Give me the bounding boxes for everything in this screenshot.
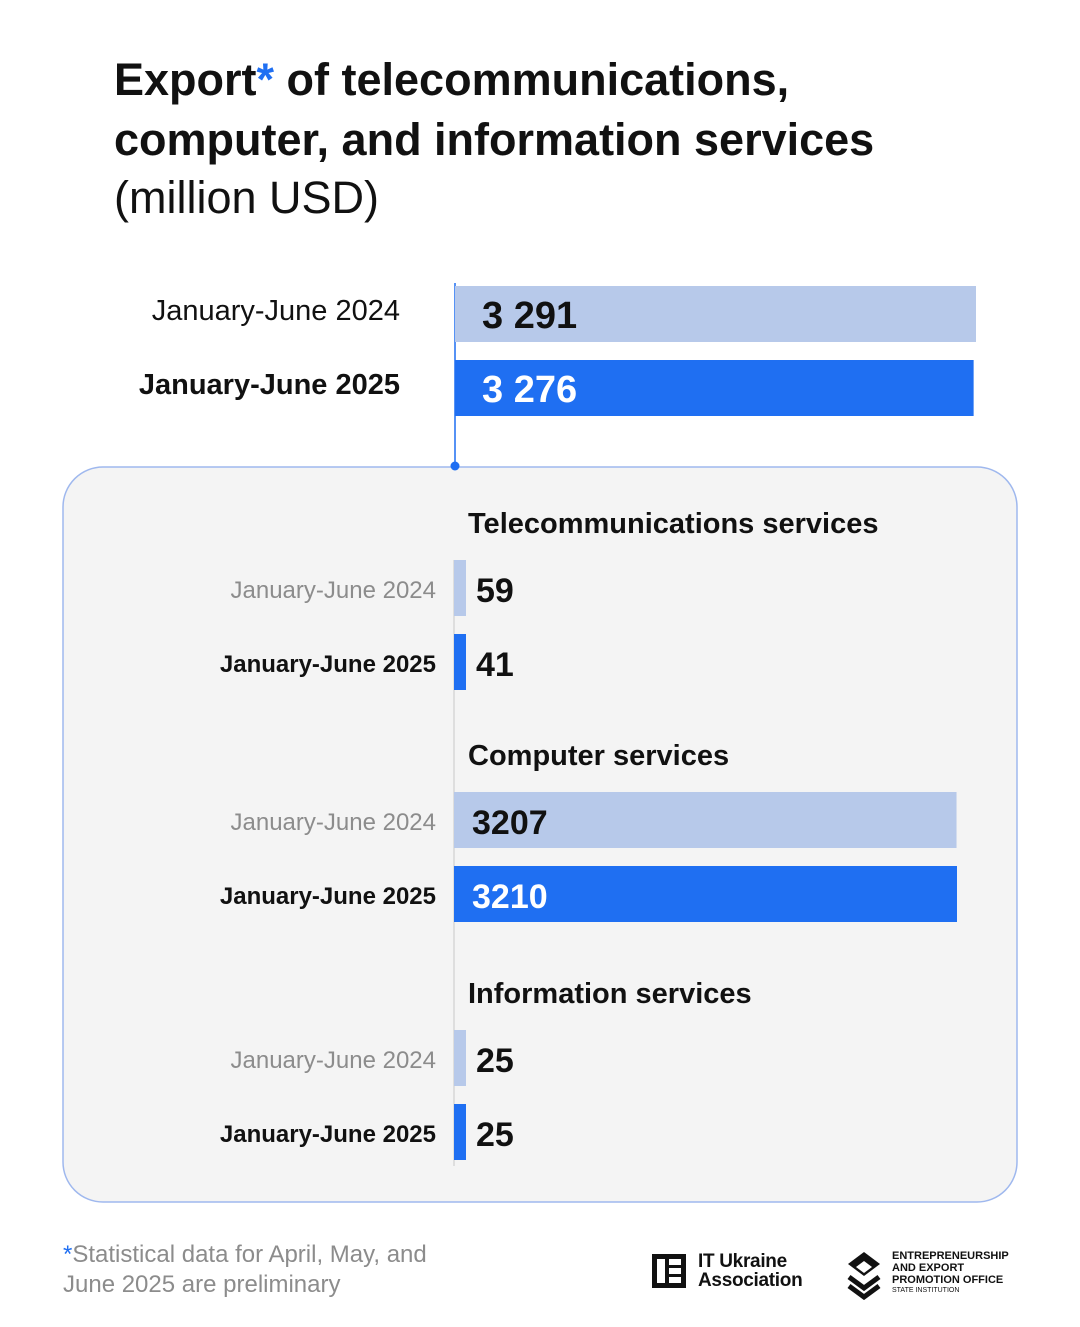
group-1-category-label-2025: January-June 2025 — [220, 883, 436, 910]
group-0-bar-2025 — [454, 634, 466, 690]
title-asterisk: * — [256, 54, 275, 105]
group-1-category-label-2024: January-June 2024 — [231, 809, 436, 836]
footnote-text: Statistical data for April, May, and Jun… — [63, 1241, 427, 1298]
title-part1: Export — [114, 54, 257, 105]
total-bar-2024 — [455, 286, 976, 342]
total-category-label-2024: January-June 2024 — [152, 295, 400, 327]
eepo-line4: STATE INSTITUTION — [892, 1287, 960, 1294]
total-category-label-2025: January-June 2025 — [139, 369, 400, 401]
group-0-bar-2024 — [454, 560, 466, 616]
total-value-label-2025: 3 276 — [482, 369, 577, 411]
chart-title: Export* of telecommunications, computer,… — [114, 50, 1014, 170]
group-0-category-label-2025: January-June 2025 — [220, 651, 436, 678]
axis-connector-dot — [450, 461, 460, 471]
group-2-value-label-2025: 25 — [476, 1116, 514, 1154]
group-2-value-label-2024: 25 — [476, 1042, 514, 1080]
group-title-2: Information services — [468, 978, 752, 1010]
eepo-logo: ENTREPRENEURSHIP AND EXPORT PROMOTION OF… — [846, 1250, 1009, 1305]
footnote-asterisk: * — [63, 1241, 73, 1268]
group-2-category-label-2024: January-June 2024 — [231, 1047, 436, 1074]
it-ukraine-logo: IT Ukraine Association — [652, 1251, 803, 1291]
title-part2: of telecommunications, computer, and inf… — [114, 54, 875, 165]
it-ukraine-line2: Association — [698, 1270, 803, 1291]
group-0-value-label-2024: 59 — [476, 572, 514, 610]
group-title-0: Telecommunications services — [468, 508, 878, 540]
eepo-logo-icon — [846, 1250, 882, 1305]
total-bar-2025 — [455, 360, 974, 416]
eepo-line1: ENTREPRENEURSHIP — [892, 1250, 1009, 1262]
group-2-category-label-2025: January-June 2025 — [220, 1121, 436, 1148]
footnote: *Statistical data for April, May, and Ju… — [63, 1240, 483, 1300]
group-1-value-label-2025: 3210 — [472, 878, 548, 916]
eepo-line2: AND EXPORT — [892, 1262, 965, 1274]
group-2-bar-2025 — [454, 1104, 466, 1160]
group-2-bar-2024 — [454, 1030, 466, 1086]
it-ukraine-line1: IT Ukraine — [698, 1251, 787, 1272]
total-value-label-2024: 3 291 — [482, 295, 577, 337]
group-0-category-label-2024: January-June 2024 — [231, 577, 436, 604]
group-title-1: Computer services — [468, 740, 729, 772]
group-1-bar-2024 — [454, 792, 957, 848]
group-1-value-label-2024: 3207 — [472, 804, 548, 842]
it-ukraine-logo-icon — [652, 1254, 686, 1288]
group-1-bar-2025 — [454, 866, 957, 922]
eepo-line3: PROMOTION OFFICE — [892, 1274, 1004, 1286]
group-0-value-label-2025: 41 — [476, 646, 514, 684]
chart-units: (million USD) — [114, 172, 380, 223]
